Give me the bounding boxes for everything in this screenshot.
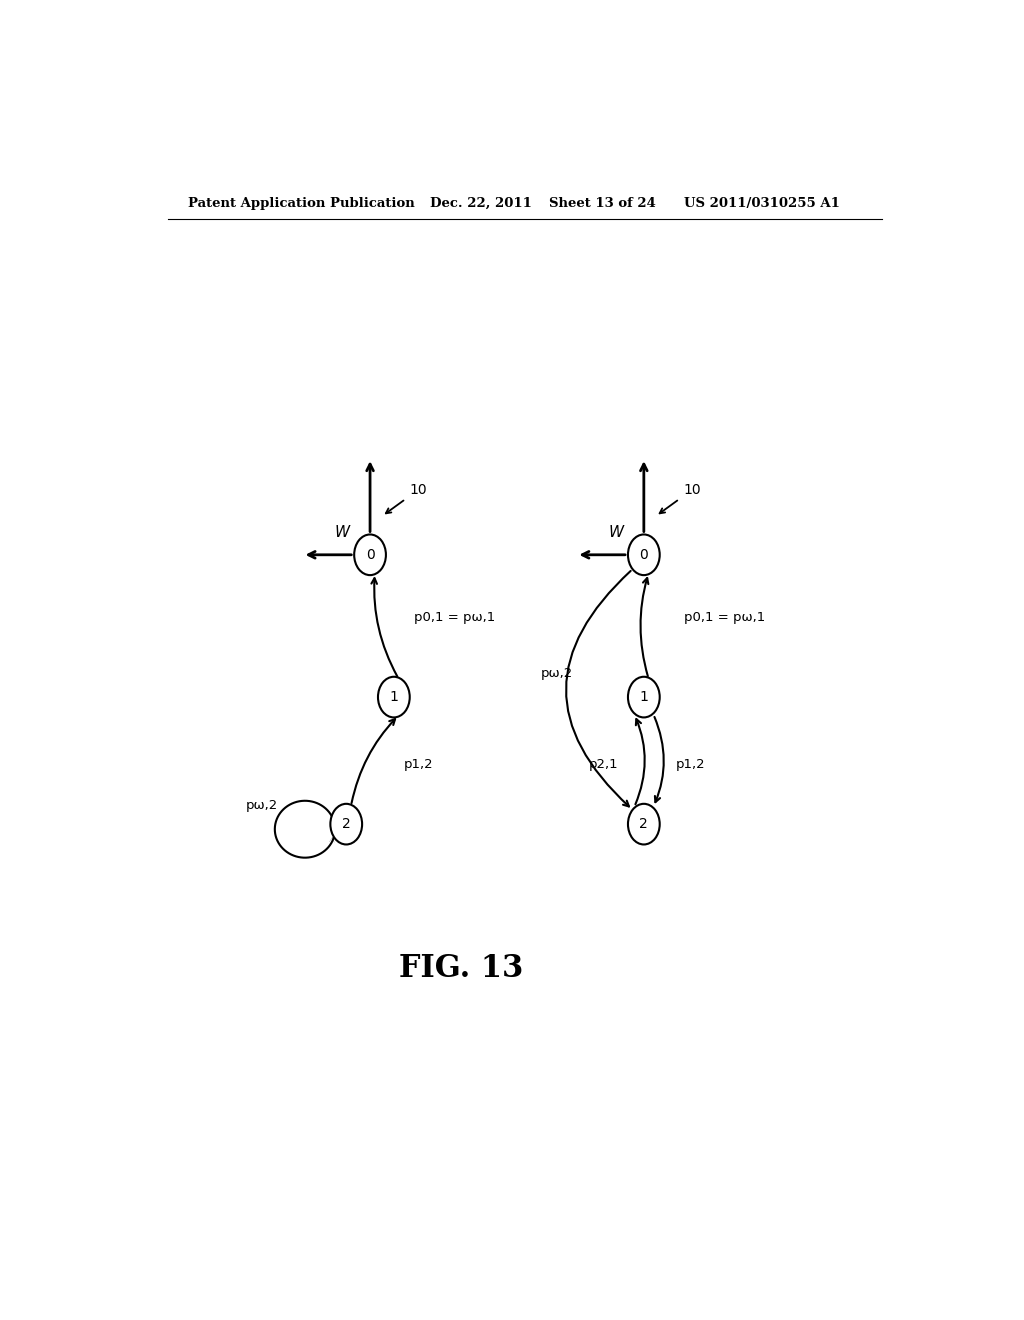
Circle shape [628, 677, 659, 718]
Text: 1: 1 [639, 690, 648, 704]
Text: Sheet 13 of 24: Sheet 13 of 24 [549, 197, 655, 210]
Text: 0: 0 [639, 548, 648, 562]
Text: W: W [334, 524, 349, 540]
Text: Dec. 22, 2011: Dec. 22, 2011 [430, 197, 531, 210]
Text: Patent Application Publication: Patent Application Publication [187, 197, 415, 210]
Text: 10: 10 [684, 483, 701, 496]
Text: p1,2: p1,2 [404, 758, 434, 771]
Circle shape [628, 804, 659, 845]
Text: p0,1 = pω,1: p0,1 = pω,1 [684, 611, 765, 624]
Text: 10: 10 [410, 483, 427, 496]
Text: 0: 0 [366, 548, 375, 562]
Text: pω,2: pω,2 [541, 667, 572, 680]
Circle shape [378, 677, 410, 718]
Text: p0,1 = pω,1: p0,1 = pω,1 [414, 611, 495, 624]
Text: pω,2: pω,2 [246, 799, 278, 812]
Text: 2: 2 [639, 817, 648, 832]
Text: 2: 2 [342, 817, 350, 832]
Circle shape [628, 535, 659, 576]
Circle shape [354, 535, 386, 576]
Circle shape [331, 804, 362, 845]
Text: p1,2: p1,2 [676, 758, 706, 771]
Text: US 2011/0310255 A1: US 2011/0310255 A1 [684, 197, 840, 210]
Text: W: W [608, 524, 624, 540]
Text: p2,1: p2,1 [588, 758, 617, 771]
Text: 1: 1 [389, 690, 398, 704]
Text: FIG. 13: FIG. 13 [399, 953, 523, 983]
